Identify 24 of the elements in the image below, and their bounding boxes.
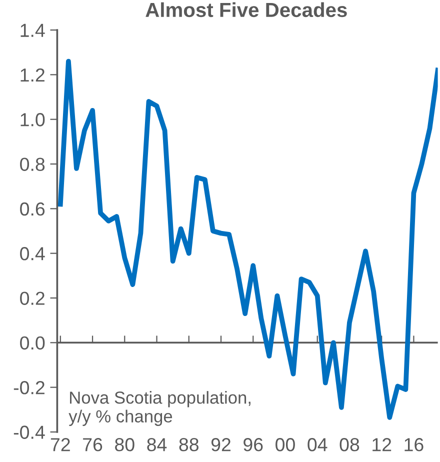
x-tick-label: 00 (276, 438, 295, 452)
x-tick-label: 88 (179, 438, 198, 452)
x-tick-label: 72 (50, 438, 70, 452)
x-tick-label: 96 (244, 438, 263, 452)
y-tick-label: 0.4 (20, 247, 45, 260)
x-tick-label: 76 (83, 438, 102, 452)
x-tick-label: 08 (340, 438, 360, 452)
y-tick-label: -0.4 (14, 426, 45, 439)
y-tick-label: -0.2 (14, 381, 44, 394)
x-tick-label: 84 (147, 438, 167, 452)
x-tick-label: 80 (115, 438, 134, 452)
y-tick-label: 0.0 (20, 336, 45, 350)
chart-title: Almost Five Decades (146, 2, 347, 18)
y-tick-label: 0.8 (20, 158, 45, 171)
annotation: Nova Scotia population, y/y % change (68, 391, 250, 426)
x-tick-label: 04 (308, 438, 328, 452)
x-tick-label: 92 (211, 438, 230, 452)
y-tick-label: 1.4 (20, 24, 45, 37)
y-tick-label: 1.2 (20, 68, 44, 82)
y-tick-label: 0.6 (20, 202, 45, 216)
x-tick-label: 12 (372, 438, 392, 452)
y-tick-label: 1.0 (20, 113, 45, 126)
x-tick-label: 16 (404, 438, 424, 452)
y-tick-label: 0.2 (20, 292, 44, 305)
